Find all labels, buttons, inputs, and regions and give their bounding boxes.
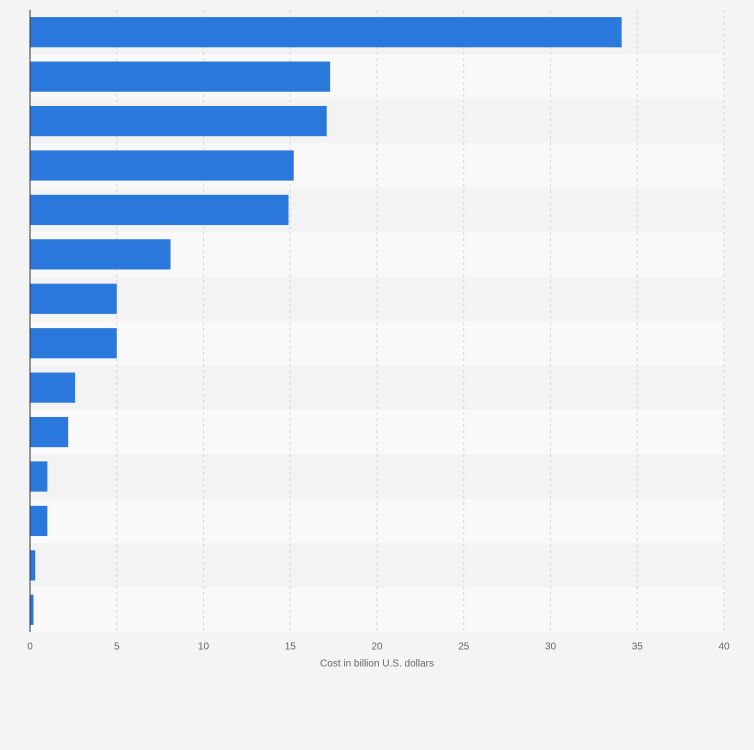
x-tick-label: 30: [545, 642, 557, 653]
x-tick-label: 0: [27, 642, 33, 653]
bar: [30, 194, 289, 226]
x-tick-label: 40: [718, 642, 730, 653]
bar: [30, 372, 76, 403]
bar: [30, 150, 294, 181]
bar: [30, 239, 171, 270]
x-tick-label: 20: [371, 642, 383, 653]
bar: [30, 105, 327, 137]
bar: [30, 550, 36, 581]
bar: [30, 328, 117, 359]
bar: [30, 416, 69, 448]
bar: [30, 594, 34, 625]
bar: [30, 17, 622, 48]
x-tick-label: 5: [114, 642, 120, 653]
x-tick-label: 15: [285, 642, 297, 653]
bar: [30, 283, 117, 314]
x-tick-label: 35: [632, 642, 644, 653]
bar: [30, 61, 331, 92]
x-axis-label: Cost in billion U.S. dollars: [320, 659, 434, 670]
x-tick-label: 10: [198, 642, 210, 653]
bar: [30, 505, 48, 537]
x-tick-label: 25: [458, 642, 470, 653]
bar: [30, 461, 48, 492]
